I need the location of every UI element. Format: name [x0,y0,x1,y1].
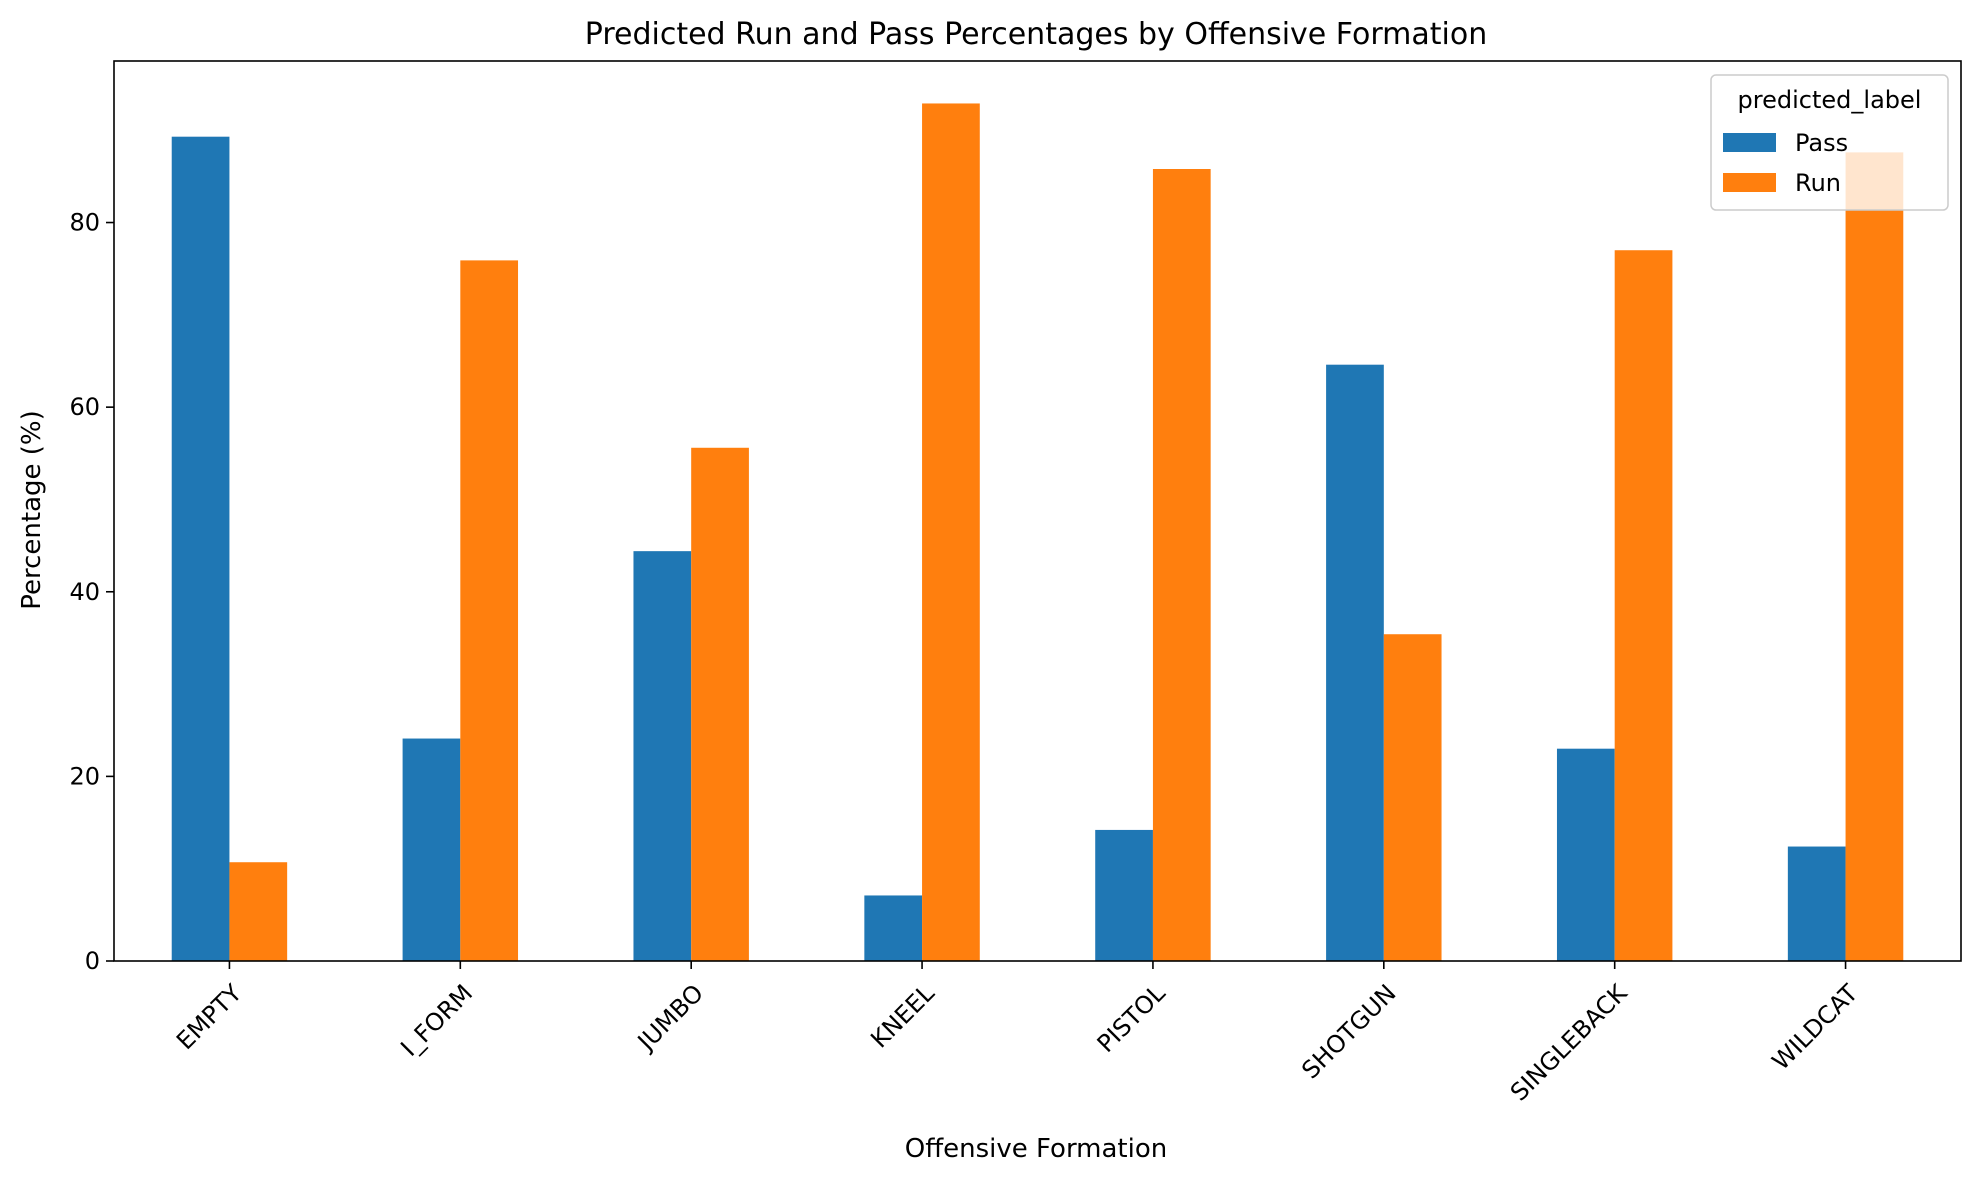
y-tick-label: 60 [69,393,100,421]
bar-pass-singleback [1556,748,1615,961]
bar-pass-shotgun [1326,364,1384,961]
x-tick-label: JUMBO [631,979,709,1057]
bar-pass-empty [171,136,230,961]
bar-run-shotgun [1383,634,1442,961]
x-tick-label: I_FORM [395,979,478,1062]
bar-pass-kneel [864,895,923,961]
bar-run-i_form [460,260,519,961]
bar-pass-pistol [1095,829,1153,961]
bar-run-wildcat [1845,152,1904,961]
x-tick-label: KNEEL [865,979,940,1054]
bar-run-empty [229,862,288,961]
plot-area: 0 20 40 60 80 EMPTY I_FORM JUMBO KNEEL PISTOL SHOT… [69,60,1962,1107]
y-tick-label: 80 [69,209,100,237]
x-tick-label: SHOTGUN [1296,979,1401,1084]
x-tick-label: WILDCAT [1767,979,1864,1076]
bar-run-pistol [1152,169,1211,961]
plot-frame [113,60,1962,962]
legend-label-run: Run [1795,169,1841,197]
y-axis-label: Percentage (%) [17,410,47,610]
y-tick-label: 20 [69,762,100,790]
legend-title: predicted_label [1738,86,1922,114]
y-tick-label: 40 [69,578,100,606]
legend-label-pass: Pass [1795,129,1848,157]
chart-title: Predicted Run and Pass Percentages by Of… [585,17,1487,52]
bar-run-jumbo [691,447,749,961]
bar-pass-jumbo [633,551,692,961]
y-tick-label: 0 [85,947,100,975]
bar-run-singleback [1614,250,1673,961]
bar-pass-i_form [402,738,461,961]
x-tick-label: EMPTY [171,979,247,1055]
legend-swatch-run [1723,173,1776,192]
legend: predicted_label Pass Run [1710,74,1949,211]
legend-swatch-pass [1723,133,1776,152]
x-tick-label: SINGLEBACK [1505,978,1633,1106]
bar-run-kneel [922,103,980,961]
x-axis-label: Offensive Formation [905,1134,1168,1164]
bar-pass-wildcat [1787,846,1846,961]
x-tick-label: PISTOL [1092,979,1171,1058]
